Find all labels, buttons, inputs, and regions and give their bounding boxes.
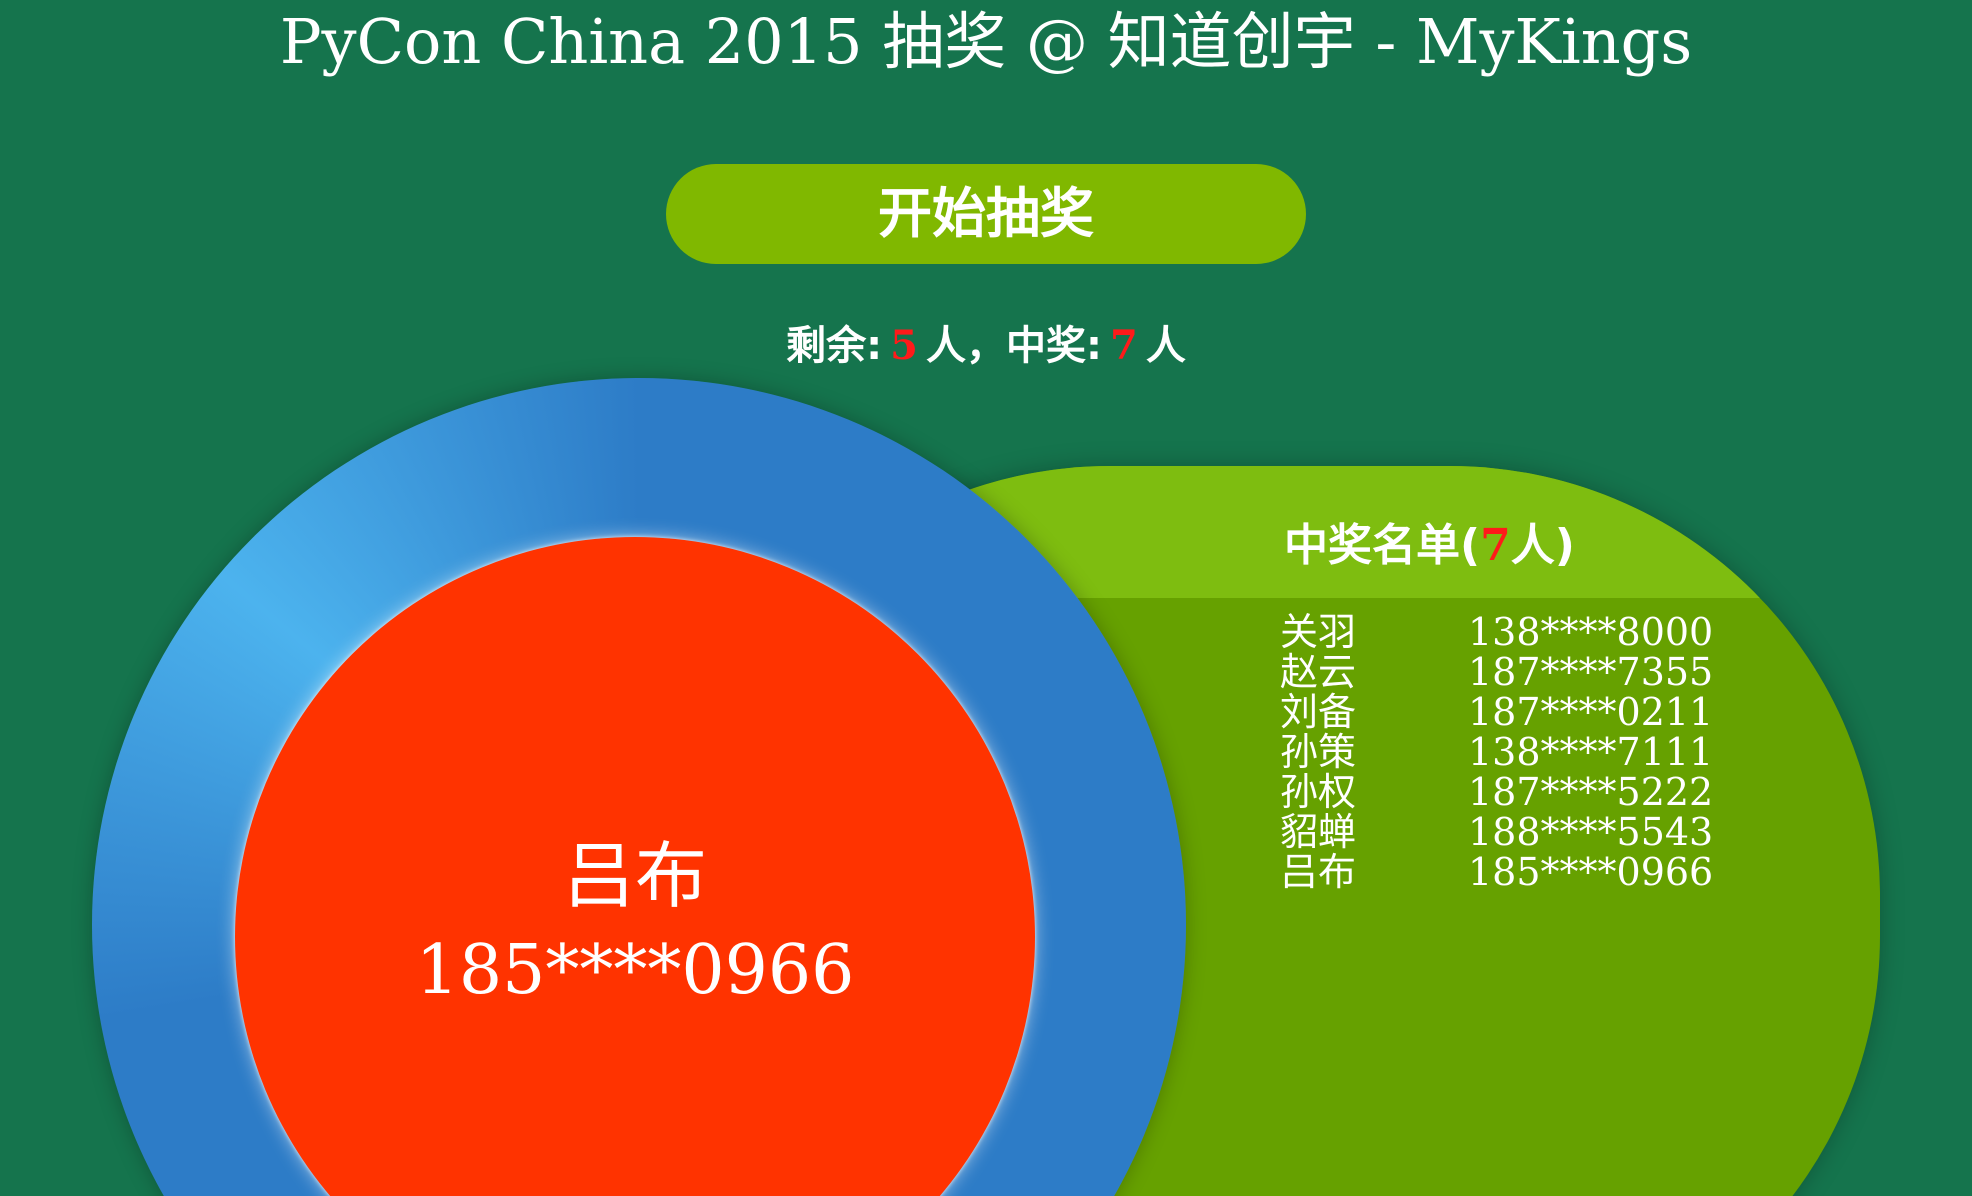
list-item: 貂蝉 188****5543 bbox=[1280, 812, 1740, 852]
winner-phone: 187****7355 bbox=[1468, 650, 1714, 694]
winners-heading-count: 7 bbox=[1480, 520, 1511, 571]
winner-name: 吕布 bbox=[1280, 850, 1357, 894]
winners-count: 7 bbox=[1110, 322, 1138, 369]
remaining-label: 剩余: bbox=[786, 323, 883, 369]
status-separator: ， bbox=[966, 323, 1006, 369]
winner-phone: 187****0211 bbox=[1468, 690, 1714, 734]
winners-heading-prefix: 中奖名单( bbox=[1284, 520, 1481, 571]
winner-phone: 187****5222 bbox=[1468, 770, 1714, 814]
winner-name: 刘备 bbox=[1280, 690, 1357, 734]
winner-name: 貂蝉 bbox=[1280, 810, 1357, 854]
winner-name: 关羽 bbox=[1280, 610, 1357, 654]
winner-phone: 138****7111 bbox=[1468, 730, 1714, 774]
winner-name: 赵云 bbox=[1280, 650, 1357, 694]
winners-list: 关羽 138****8000 赵云 187****7355 刘备 187****021… bbox=[1280, 612, 1740, 892]
draw-status: 剩余: 5 人，中奖: 7 人 bbox=[0, 316, 1972, 376]
winners-heading-suffix: 人) bbox=[1510, 520, 1575, 571]
winner-phone: 138****8000 bbox=[1468, 610, 1714, 654]
page-title: PyCon China 2015 抽奖 @ 知道创宇 - MyKings bbox=[279, 5, 1693, 78]
list-item: 吕布 185****0966 bbox=[1280, 852, 1740, 892]
winner-name: 孙策 bbox=[1280, 730, 1357, 774]
list-item: 刘备 187****0211 bbox=[1280, 692, 1740, 732]
remaining-count: 5 bbox=[890, 322, 918, 369]
list-item: 关羽 138****8000 bbox=[1280, 612, 1740, 652]
start-draw-button[interactable]: 开始抽奖 bbox=[666, 164, 1306, 264]
list-item: 赵云 187****7355 bbox=[1280, 652, 1740, 692]
remaining-unit: 人 bbox=[926, 323, 966, 369]
list-item: 孙策 138****7111 bbox=[1280, 732, 1740, 772]
current-draw-phone: 185****0966 bbox=[415, 931, 855, 1010]
winner-phone: 185****0966 bbox=[1468, 850, 1714, 894]
winner-phone: 188****5543 bbox=[1468, 810, 1714, 854]
winners-heading: 中奖名单(7人) bbox=[1284, 516, 1575, 576]
winners-unit: 人 bbox=[1145, 323, 1186, 369]
list-item: 孙权 187****5222 bbox=[1280, 772, 1740, 812]
winner-name: 孙权 bbox=[1280, 770, 1357, 814]
winners-count-label: 中奖: bbox=[1006, 323, 1102, 369]
current-draw-circle bbox=[235, 537, 1035, 1196]
current-draw-name: 吕布 bbox=[562, 834, 707, 918]
